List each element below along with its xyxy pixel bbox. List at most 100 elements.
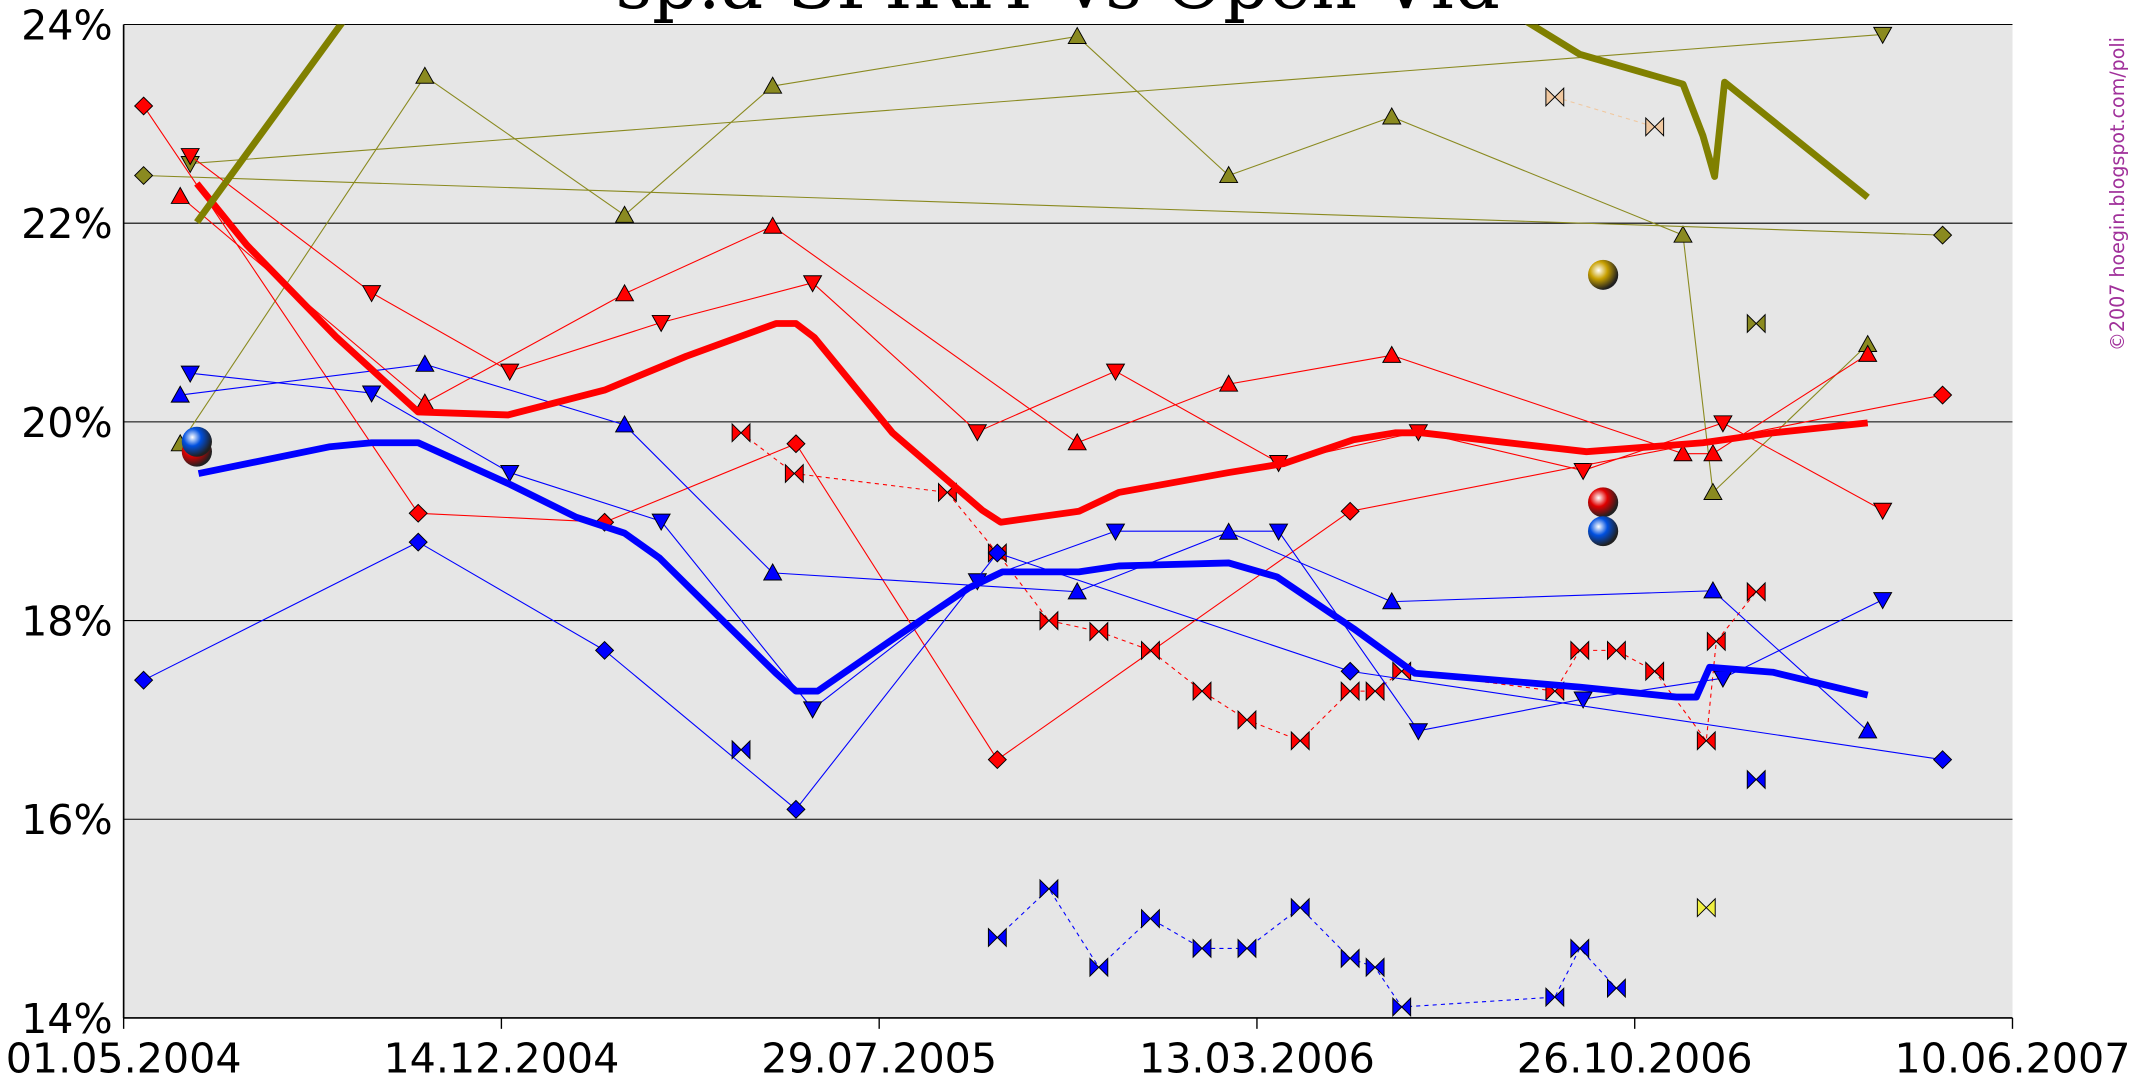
point-marker <box>1696 730 1716 751</box>
point-marker <box>170 385 190 403</box>
point-marker <box>1746 581 1766 602</box>
x-tick-label: 14.12.2004 <box>383 1035 619 1083</box>
point-marker <box>802 275 823 293</box>
point-marker <box>1545 987 1565 1008</box>
point-marker <box>731 739 751 760</box>
point-marker <box>1218 165 1239 184</box>
series-line <box>194 24 1870 225</box>
point-marker <box>1570 938 1590 959</box>
point-marker <box>1089 621 1109 642</box>
point-marker <box>1340 661 1360 681</box>
sphere-marker <box>1587 259 1619 290</box>
x-tick-label: 13.03.2006 <box>1139 1035 1375 1083</box>
series-line <box>194 181 1869 526</box>
point-marker <box>1290 730 1310 751</box>
point-marker <box>1932 225 1953 245</box>
point-marker <box>1932 750 1953 770</box>
point-marker <box>1067 432 1087 451</box>
point-marker <box>1067 26 1087 44</box>
point-marker <box>762 76 783 94</box>
point-marker <box>1340 681 1360 702</box>
point-marker <box>786 799 806 819</box>
point-marker <box>614 205 635 223</box>
point-marker <box>1237 709 1257 730</box>
point-marker <box>987 750 1007 770</box>
point-marker <box>415 354 435 372</box>
series-line <box>179 195 1868 455</box>
series-layer <box>133 24 1953 1018</box>
point-marker <box>1067 581 1087 600</box>
point-marker <box>1105 363 1126 382</box>
point-marker <box>786 434 806 454</box>
point-marker <box>1290 897 1310 918</box>
point-marker <box>1570 640 1590 661</box>
x-tick-label: 01.05.2004 <box>6 1035 242 1083</box>
plot-area <box>123 24 2013 1018</box>
point-marker <box>1857 344 1878 362</box>
point-marker <box>1872 502 1893 521</box>
y-tick-label: 14% <box>21 995 113 1043</box>
point-marker <box>967 424 988 442</box>
point-marker <box>1932 385 1953 405</box>
point-marker <box>1192 938 1212 959</box>
point-marker <box>987 927 1007 948</box>
chart-title: sp.a-SPIRIT vs Open Vld <box>616 0 1500 25</box>
series-line <box>1554 96 1655 128</box>
point-marker <box>1105 523 1126 541</box>
point-marker <box>1141 640 1160 661</box>
point-marker <box>614 415 635 433</box>
series-line <box>143 174 1943 236</box>
point-marker <box>1645 661 1665 682</box>
point-marker <box>1573 691 1593 709</box>
point-marker <box>731 422 751 443</box>
point-marker <box>1673 225 1693 243</box>
point-marker <box>614 283 635 302</box>
point-marker <box>1382 345 1402 363</box>
y-tick-label: 20% <box>21 399 113 447</box>
point-marker <box>594 640 615 660</box>
series-line <box>190 33 1883 165</box>
point-marker <box>1606 978 1626 999</box>
point-marker <box>1872 592 1893 610</box>
point-marker <box>802 701 823 719</box>
point-marker <box>1365 957 1385 978</box>
point-marker <box>1237 938 1257 959</box>
point-marker <box>1703 443 1723 462</box>
sphere-marker <box>1587 516 1619 547</box>
y-tick-label: 22% <box>21 200 113 248</box>
point-marker <box>1218 374 1239 392</box>
point-marker <box>1039 610 1059 631</box>
point-marker <box>133 165 154 186</box>
point-marker <box>133 670 154 690</box>
point-marker <box>1857 721 1878 739</box>
point-marker <box>762 563 783 581</box>
point-marker <box>1392 997 1412 1018</box>
sphere-marker <box>1587 487 1619 518</box>
point-marker <box>180 148 200 166</box>
point-marker <box>762 216 783 234</box>
point-marker <box>408 503 428 523</box>
point-marker <box>1268 523 1289 541</box>
point-marker <box>170 186 190 204</box>
point-marker <box>1696 897 1716 918</box>
point-marker <box>133 96 154 116</box>
x-tick-label: 29.07.2005 <box>761 1035 997 1083</box>
point-marker <box>651 513 671 532</box>
point-marker <box>1192 681 1212 702</box>
point-marker <box>499 464 520 483</box>
point-marker <box>987 543 1007 563</box>
point-marker <box>1089 957 1109 978</box>
point-marker <box>1039 878 1059 899</box>
point-marker <box>1340 501 1360 521</box>
credit: ©2007 hoegin.blogspot.com/poli <box>2106 37 2129 351</box>
x-tick-label: 10.06.2007 <box>1895 1035 2131 1083</box>
point-marker <box>499 363 520 382</box>
series-line <box>197 439 1869 701</box>
point-marker <box>1545 87 1565 108</box>
y-tick-label: 18% <box>21 598 113 646</box>
sphere-marker <box>181 426 212 457</box>
y-tick-label: 24% <box>21 2 113 50</box>
point-marker <box>1703 580 1723 599</box>
x-tick-label: 26.10.2006 <box>1517 1035 1753 1083</box>
